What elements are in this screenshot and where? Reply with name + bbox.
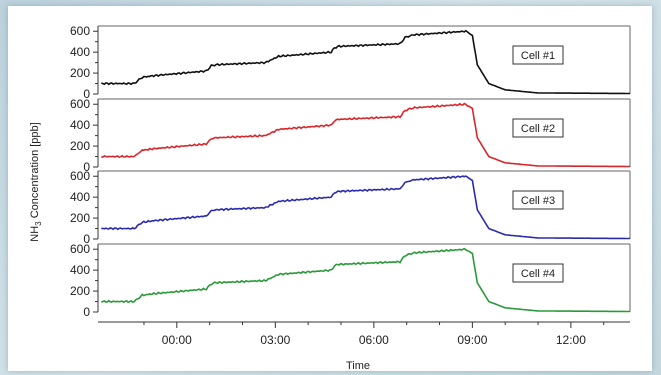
legend-label: Cell #2: [521, 123, 555, 135]
y-tick-label: 600: [70, 169, 90, 183]
legend-box: [512, 190, 564, 210]
series-line-4: [101, 247, 630, 313]
y-tick-label: 400: [70, 190, 90, 204]
x-axis-label: Time: [346, 360, 370, 371]
series-line-2: [101, 102, 630, 168]
x-tick-label: 09:00: [457, 333, 487, 347]
x-axis: 00:00 03:00 06:00 09:00 12:00: [98, 321, 630, 347]
x-tick-label: 03:00: [260, 333, 290, 347]
y-tick-label: 400: [70, 118, 90, 132]
y-tick-label: 200: [70, 284, 90, 298]
panel-4: 0 200 400 600 Cell #4: [70, 242, 631, 319]
y-tick-label: 0: [83, 305, 90, 319]
y-tick-label: 200: [70, 211, 90, 225]
panel-3: 0 200 400 600 Cell #3: [70, 169, 631, 246]
y-tick-label: 0: [83, 87, 90, 101]
legend-label: Cell #4: [521, 268, 555, 280]
y-axis-label: NH3 Concentration [ppb]: [29, 122, 43, 241]
chart-panels: 0 200 400 600 Cell #1 0 200 400 600 Cell #2 0 200 40…: [70, 24, 631, 319]
y-tick-label: 0: [83, 160, 90, 174]
y-tick-label: 400: [70, 45, 90, 59]
x-tick-label: 12:00: [556, 333, 586, 347]
legend-label: Cell #1: [521, 50, 555, 62]
y-tick-label: 600: [70, 97, 90, 111]
y-tick-label: 200: [70, 66, 90, 80]
legend-box: [512, 45, 564, 65]
x-tick-label: 06:00: [359, 333, 389, 347]
series-line-3: [101, 175, 630, 240]
legend-label: Cell #3: [521, 195, 555, 207]
legend-box: [512, 263, 564, 283]
y-tick-label: 200: [70, 139, 90, 153]
chart-figure: 0 200 400 600 Cell #1 0 200 400 600 Cell #2 0 200 40…: [8, 6, 652, 371]
chart-svg: 0 200 400 600 Cell #1 0 200 400 600 Cell #2 0 200 40…: [29, 24, 631, 371]
y-tick-label: 400: [70, 263, 90, 277]
legend-box: [512, 118, 564, 138]
panel-2: 0 200 400 600 Cell #2: [70, 97, 631, 174]
y-tick-label: 600: [70, 242, 90, 256]
x-tick-label: 00:00: [162, 333, 192, 347]
panel-1: 0 200 400 600 Cell #1: [70, 24, 631, 101]
y-tick-label: 0: [83, 232, 90, 246]
y-tick-label: 600: [70, 24, 90, 38]
series-line-1: [101, 29, 630, 95]
